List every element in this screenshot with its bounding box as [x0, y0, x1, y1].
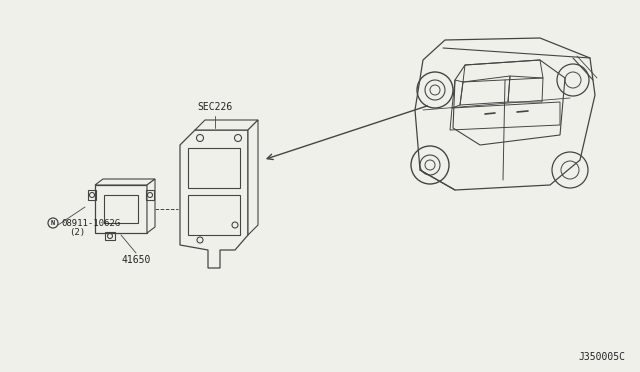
Text: 41650: 41650 [122, 255, 150, 265]
Text: N: N [51, 220, 55, 226]
Polygon shape [147, 179, 155, 233]
Bar [105, 232, 115, 240]
Polygon shape [95, 179, 155, 185]
Bar [104, 195, 138, 223]
Text: (2): (2) [69, 228, 85, 237]
Text: 08911-1062G: 08911-1062G [61, 218, 120, 228]
Bar [146, 190, 154, 200]
Bar [95, 185, 147, 233]
Text: J350005C: J350005C [578, 352, 625, 362]
Polygon shape [453, 60, 565, 145]
Polygon shape [195, 120, 258, 130]
Polygon shape [415, 38, 595, 190]
Text: SEC226: SEC226 [197, 102, 232, 112]
Polygon shape [248, 120, 258, 235]
Polygon shape [180, 130, 248, 268]
Bar [188, 195, 240, 235]
Bar [188, 148, 240, 188]
Bar [88, 190, 96, 200]
